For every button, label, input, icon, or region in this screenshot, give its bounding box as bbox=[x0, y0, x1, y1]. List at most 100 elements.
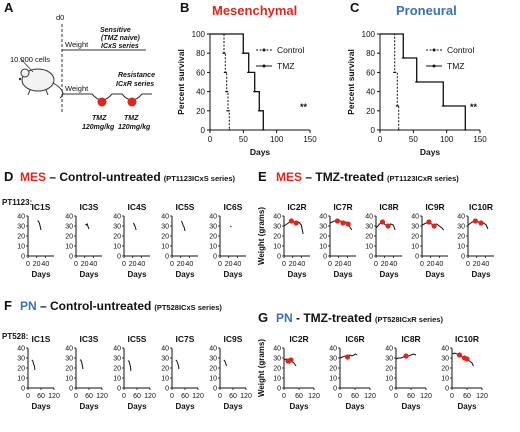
y-tick-label: 40 bbox=[366, 88, 375, 97]
y-tick-label: 20 bbox=[209, 234, 217, 241]
subplot-title: IC4S bbox=[128, 202, 147, 212]
x-axis-label: Days bbox=[333, 270, 353, 279]
y-tick-label: 0 bbox=[117, 254, 121, 261]
subplot-title: IC2R bbox=[289, 334, 308, 344]
panel-f-title-rest: – Control-untreated bbox=[37, 299, 152, 313]
subplot-title: IC1S bbox=[32, 202, 51, 212]
tmz-dose-dot bbox=[403, 353, 409, 359]
panel-d-series: (PT1123ICxS series) bbox=[164, 174, 236, 183]
tmz-dose-dot-2 bbox=[127, 97, 137, 107]
x-tick-label: 0 bbox=[282, 261, 286, 268]
x-axis-label: Days bbox=[175, 402, 195, 411]
subplot-title: IC5S bbox=[128, 334, 147, 344]
subplot-title: IC7S bbox=[176, 334, 195, 344]
x-axis-label: Days bbox=[457, 402, 477, 411]
x-tick-label: 120 bbox=[96, 393, 108, 400]
tmz-dose-dot bbox=[288, 357, 294, 363]
legend-marker bbox=[432, 64, 436, 68]
y-tick-label: 40 bbox=[273, 214, 281, 221]
weight-line bbox=[223, 359, 227, 367]
panel-f-title: PN – Control-untreated (PT528ICxS series) bbox=[20, 299, 222, 313]
panel-d-title: MES – Control-untreated (PT1123ICxS serie… bbox=[20, 170, 235, 184]
panel-c-survival: C Proneural bbox=[350, 0, 457, 18]
panel-g-title: PN - TMZ-treated (PT528ICxR series) bbox=[276, 311, 443, 325]
x-axis-label: Days bbox=[287, 270, 307, 279]
x-tick-label: 0 bbox=[170, 393, 174, 400]
y-tick-label: 30 bbox=[329, 356, 337, 363]
panel-g-header: G PN - TMZ-treated (PT528ICxR series) bbox=[258, 310, 443, 325]
y-tick-label: 30 bbox=[273, 224, 281, 231]
subplot-title: IC2R bbox=[287, 202, 306, 212]
y-tick-label: 40 bbox=[209, 214, 217, 221]
panel-a-letter: A bbox=[4, 0, 14, 15]
subplot-title: IC10R bbox=[469, 202, 493, 212]
y-tick-label: 20 bbox=[65, 234, 73, 241]
x-tick-label: 60 bbox=[133, 393, 141, 400]
cells-label: 10.000 cells bbox=[10, 55, 50, 64]
x-tick-label: 120 bbox=[420, 393, 432, 400]
series-line-tmz bbox=[210, 33, 264, 130]
weight-line bbox=[133, 222, 137, 231]
tmz-dose-label-1b: 120mg/kg bbox=[82, 124, 115, 131]
x-tick-label: 120 bbox=[308, 393, 320, 400]
x-tick-label: 0 bbox=[420, 261, 424, 268]
y-tick-label: 40 bbox=[209, 346, 217, 353]
y-tick-label: 10 bbox=[209, 376, 217, 383]
y-tick-label: 40 bbox=[161, 214, 169, 221]
mouse-icon bbox=[18, 57, 64, 99]
x-axis-label: Days bbox=[31, 270, 51, 279]
significance-label: ** bbox=[470, 102, 478, 112]
x-tick-label: 0 bbox=[374, 261, 378, 268]
tmz-dose-dot bbox=[288, 218, 294, 224]
tmz-dose-dot bbox=[478, 220, 484, 226]
y-tick-label: 20 bbox=[161, 234, 169, 241]
legend-marker bbox=[262, 64, 266, 68]
y-tick-label: 30 bbox=[411, 224, 419, 231]
tmz-dose-dot bbox=[345, 221, 351, 227]
x-axis-label: Days bbox=[425, 270, 445, 279]
y-tick-label: 0 bbox=[323, 254, 327, 261]
y-tick-label: 20 bbox=[113, 234, 121, 241]
panel-g-title-colored: PN bbox=[276, 311, 293, 325]
subplot-title: IC9R bbox=[425, 202, 444, 212]
x-tick-label: 100 bbox=[270, 135, 284, 144]
x-axis-label: Days bbox=[345, 402, 365, 411]
y-tick-label: 0 bbox=[389, 386, 393, 393]
tmz-dose-dot bbox=[456, 352, 463, 358]
weight-line bbox=[85, 222, 90, 230]
x-tick-label: 60 bbox=[229, 393, 237, 400]
x-axis-label: Days bbox=[420, 147, 441, 157]
x-tick-label: 0 bbox=[74, 393, 78, 400]
x-tick-label: 60 bbox=[463, 393, 471, 400]
subplot-title: IC3S bbox=[80, 202, 99, 212]
y-tick-label: 30 bbox=[209, 356, 217, 363]
subplot-title: IC1S bbox=[32, 334, 51, 344]
y-tick-label: 20 bbox=[411, 234, 419, 241]
y-tick-label: 40 bbox=[385, 346, 393, 353]
panel-f-letter: F bbox=[4, 298, 12, 313]
y-tick-label: 10 bbox=[457, 244, 465, 251]
y-tick-label: 30 bbox=[441, 356, 449, 363]
weight-line bbox=[31, 359, 36, 371]
panel-e-title: MES – TMZ-treated (PT1123ICxR series) bbox=[276, 170, 459, 184]
panel-d-title-colored: MES bbox=[20, 170, 46, 184]
x-tick-label: 150 bbox=[303, 135, 317, 144]
x-tick-label: 0 bbox=[122, 261, 126, 268]
x-tick-label: 20 bbox=[335, 261, 343, 268]
y-tick-label: 40 bbox=[196, 88, 205, 97]
y-tick-label: 10 bbox=[113, 376, 121, 383]
x-tick-label: 40 bbox=[297, 261, 305, 268]
tmz-dose-label-2b: 120mg/kg bbox=[118, 124, 151, 131]
x-tick-label: 0 bbox=[466, 261, 470, 268]
x-tick-label: 0 bbox=[26, 393, 30, 400]
legend-marker bbox=[432, 48, 436, 52]
weight-label-2: Weight bbox=[65, 84, 89, 93]
x-tick-label: 60 bbox=[85, 393, 93, 400]
y-tick-label: 20 bbox=[161, 366, 169, 373]
y-tick-label: 30 bbox=[65, 356, 73, 363]
y-tick-label: 80 bbox=[196, 49, 205, 58]
panel-e-title-rest: – TMZ-treated bbox=[302, 170, 384, 184]
y-tick-label: 10 bbox=[441, 376, 449, 383]
